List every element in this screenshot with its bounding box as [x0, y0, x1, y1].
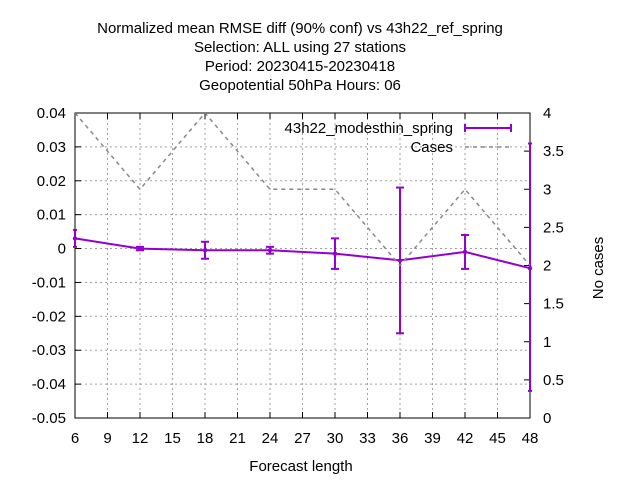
y2-tick-label: 1	[543, 334, 551, 351]
y2-tick-label: 2.5	[543, 219, 564, 236]
y-axis-ticks: 0.04 0.03 0.02 0.01 0 -0.01 -0.02 -0.03 -0.04 -0.…	[32, 105, 81, 427]
y-tick-label: 0.02	[37, 173, 66, 190]
y-tick-label: 0.04	[37, 105, 66, 122]
x-tick-label: 48	[522, 430, 539, 447]
legend-label-1: 43h22_modesthin_spring	[285, 120, 453, 137]
legend-label-2: Cases	[410, 139, 453, 156]
series-main-line	[74, 237, 531, 270]
x-tick-label: 42	[457, 430, 474, 447]
y-tick-label: -0.03	[32, 342, 66, 359]
title-line-1: Normalized mean RMSE diff (90% conf) vs …	[97, 20, 503, 37]
y2-tick-label: 0	[543, 410, 551, 427]
legend: 43h22_modesthin_spring Cases	[285, 120, 512, 156]
data-point	[267, 248, 273, 253]
x-tick-label: 39	[424, 430, 441, 447]
y-tick-label: -0.04	[32, 376, 66, 393]
x-tick-label: 24	[262, 430, 279, 447]
series	[72, 113, 533, 392]
x-tick-label: 18	[197, 430, 214, 447]
y-tick-label: 0.01	[37, 207, 66, 224]
x-axis-ticks: 6 9 12 15 18 21 24 27 30 33 36 39 42 45 48	[71, 113, 539, 447]
y2-tick-label: 0.5	[543, 372, 564, 389]
x-tick-label: 21	[229, 430, 246, 447]
x-tick-label: 33	[359, 430, 376, 447]
x-tick-label: 45	[489, 430, 506, 447]
title-line-3: Period: 20230415-20230418	[205, 58, 395, 75]
x-tick-label: 36	[392, 430, 409, 447]
y2-axis-label: No cases	[590, 237, 607, 300]
data-point	[332, 251, 338, 256]
title-line-4: Geopotential 50hPa Hours: 06	[199, 77, 401, 94]
x-tick-label: 12	[132, 430, 149, 447]
y-tick-label: -0.02	[32, 308, 66, 325]
data-point	[137, 246, 143, 251]
data-point	[202, 248, 208, 253]
y-tick-label: -0.05	[32, 410, 66, 427]
x-axis-label: Forecast length	[249, 458, 352, 475]
data-point	[72, 236, 78, 241]
y-tick-label: 0.03	[37, 139, 66, 156]
data-point	[397, 258, 403, 263]
x-tick-label: 9	[103, 430, 111, 447]
y2-tick-label: 4	[543, 105, 551, 122]
y2-tick-label: 3.5	[543, 143, 564, 160]
y2-tick-label: 3	[543, 181, 551, 198]
y2-tick-label: 1.5	[543, 296, 564, 313]
title-line-2: Selection: ALL using 27 stations	[194, 39, 406, 56]
y-tick-label: -0.01	[32, 274, 66, 291]
x-tick-label: 15	[164, 430, 181, 447]
y2-axis-ticks: 4 3.5 3 2.5 2 1.5 1 0.5 0	[524, 105, 564, 427]
x-tick-label: 6	[71, 430, 79, 447]
x-tick-label: 30	[327, 430, 344, 447]
y2-tick-label: 2	[543, 258, 551, 275]
x-tick-label: 27	[294, 430, 311, 447]
y-tick-label: 0	[58, 241, 66, 258]
data-point	[527, 266, 533, 271]
grid	[75, 113, 530, 418]
chart-title: Normalized mean RMSE diff (90% conf) vs …	[97, 20, 503, 94]
data-point	[462, 249, 468, 255]
